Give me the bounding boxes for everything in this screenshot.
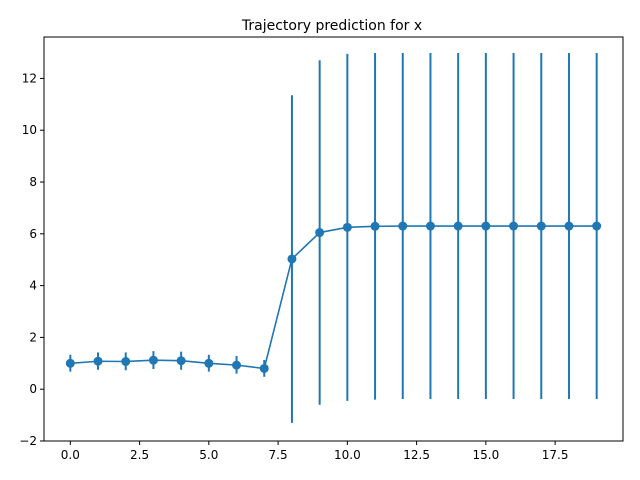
y-tick-label: 12 (22, 71, 37, 85)
data-point (232, 360, 242, 370)
data-point (453, 221, 463, 231)
y-tick-label: 0 (29, 382, 37, 396)
data-point (425, 221, 435, 231)
y-tick-label: 6 (29, 227, 37, 241)
x-tick-label: 2.5 (130, 448, 149, 462)
data-point (398, 221, 408, 231)
data-point (204, 358, 214, 368)
data-point (481, 221, 491, 231)
axes: 0.0 2.5 5.0 7.5 10.0 12.5 15.0 17.5 −2 0 2 4 6 8 10 12 (19, 36, 624, 462)
data-point (342, 222, 352, 232)
plot-frame (43, 36, 624, 442)
y-tick-label: 8 (29, 175, 37, 189)
data-point (564, 221, 574, 231)
data-point (509, 221, 519, 231)
x-tick-label: 5.0 (199, 448, 218, 462)
x-tick-label: 10.0 (334, 448, 361, 462)
x-tick-label: 17.5 (542, 448, 569, 462)
x-tick-label: 0.0 (61, 448, 80, 462)
data-point (148, 355, 158, 365)
data-point (287, 254, 297, 264)
series-line (70, 225, 597, 370)
data-point (370, 221, 380, 231)
y-tick-label: 4 (29, 279, 37, 293)
data-point (315, 228, 325, 238)
plot-marks (65, 53, 602, 423)
data-point (592, 221, 602, 231)
data-point (259, 363, 269, 373)
data-point (536, 221, 546, 231)
y-tick-label: 2 (29, 330, 37, 344)
data-point (176, 356, 186, 366)
y-tick-label: 10 (22, 123, 37, 137)
data-point (65, 358, 75, 368)
x-tick-label: 7.5 (269, 448, 288, 462)
y-tick-label: −2 (19, 434, 37, 448)
chart-title: Trajectory prediction for x (241, 18, 422, 34)
data-point (93, 356, 103, 366)
data-point (121, 356, 131, 366)
x-tick-label: 15.0 (473, 448, 500, 462)
x-tick-label: 12.5 (403, 448, 430, 462)
